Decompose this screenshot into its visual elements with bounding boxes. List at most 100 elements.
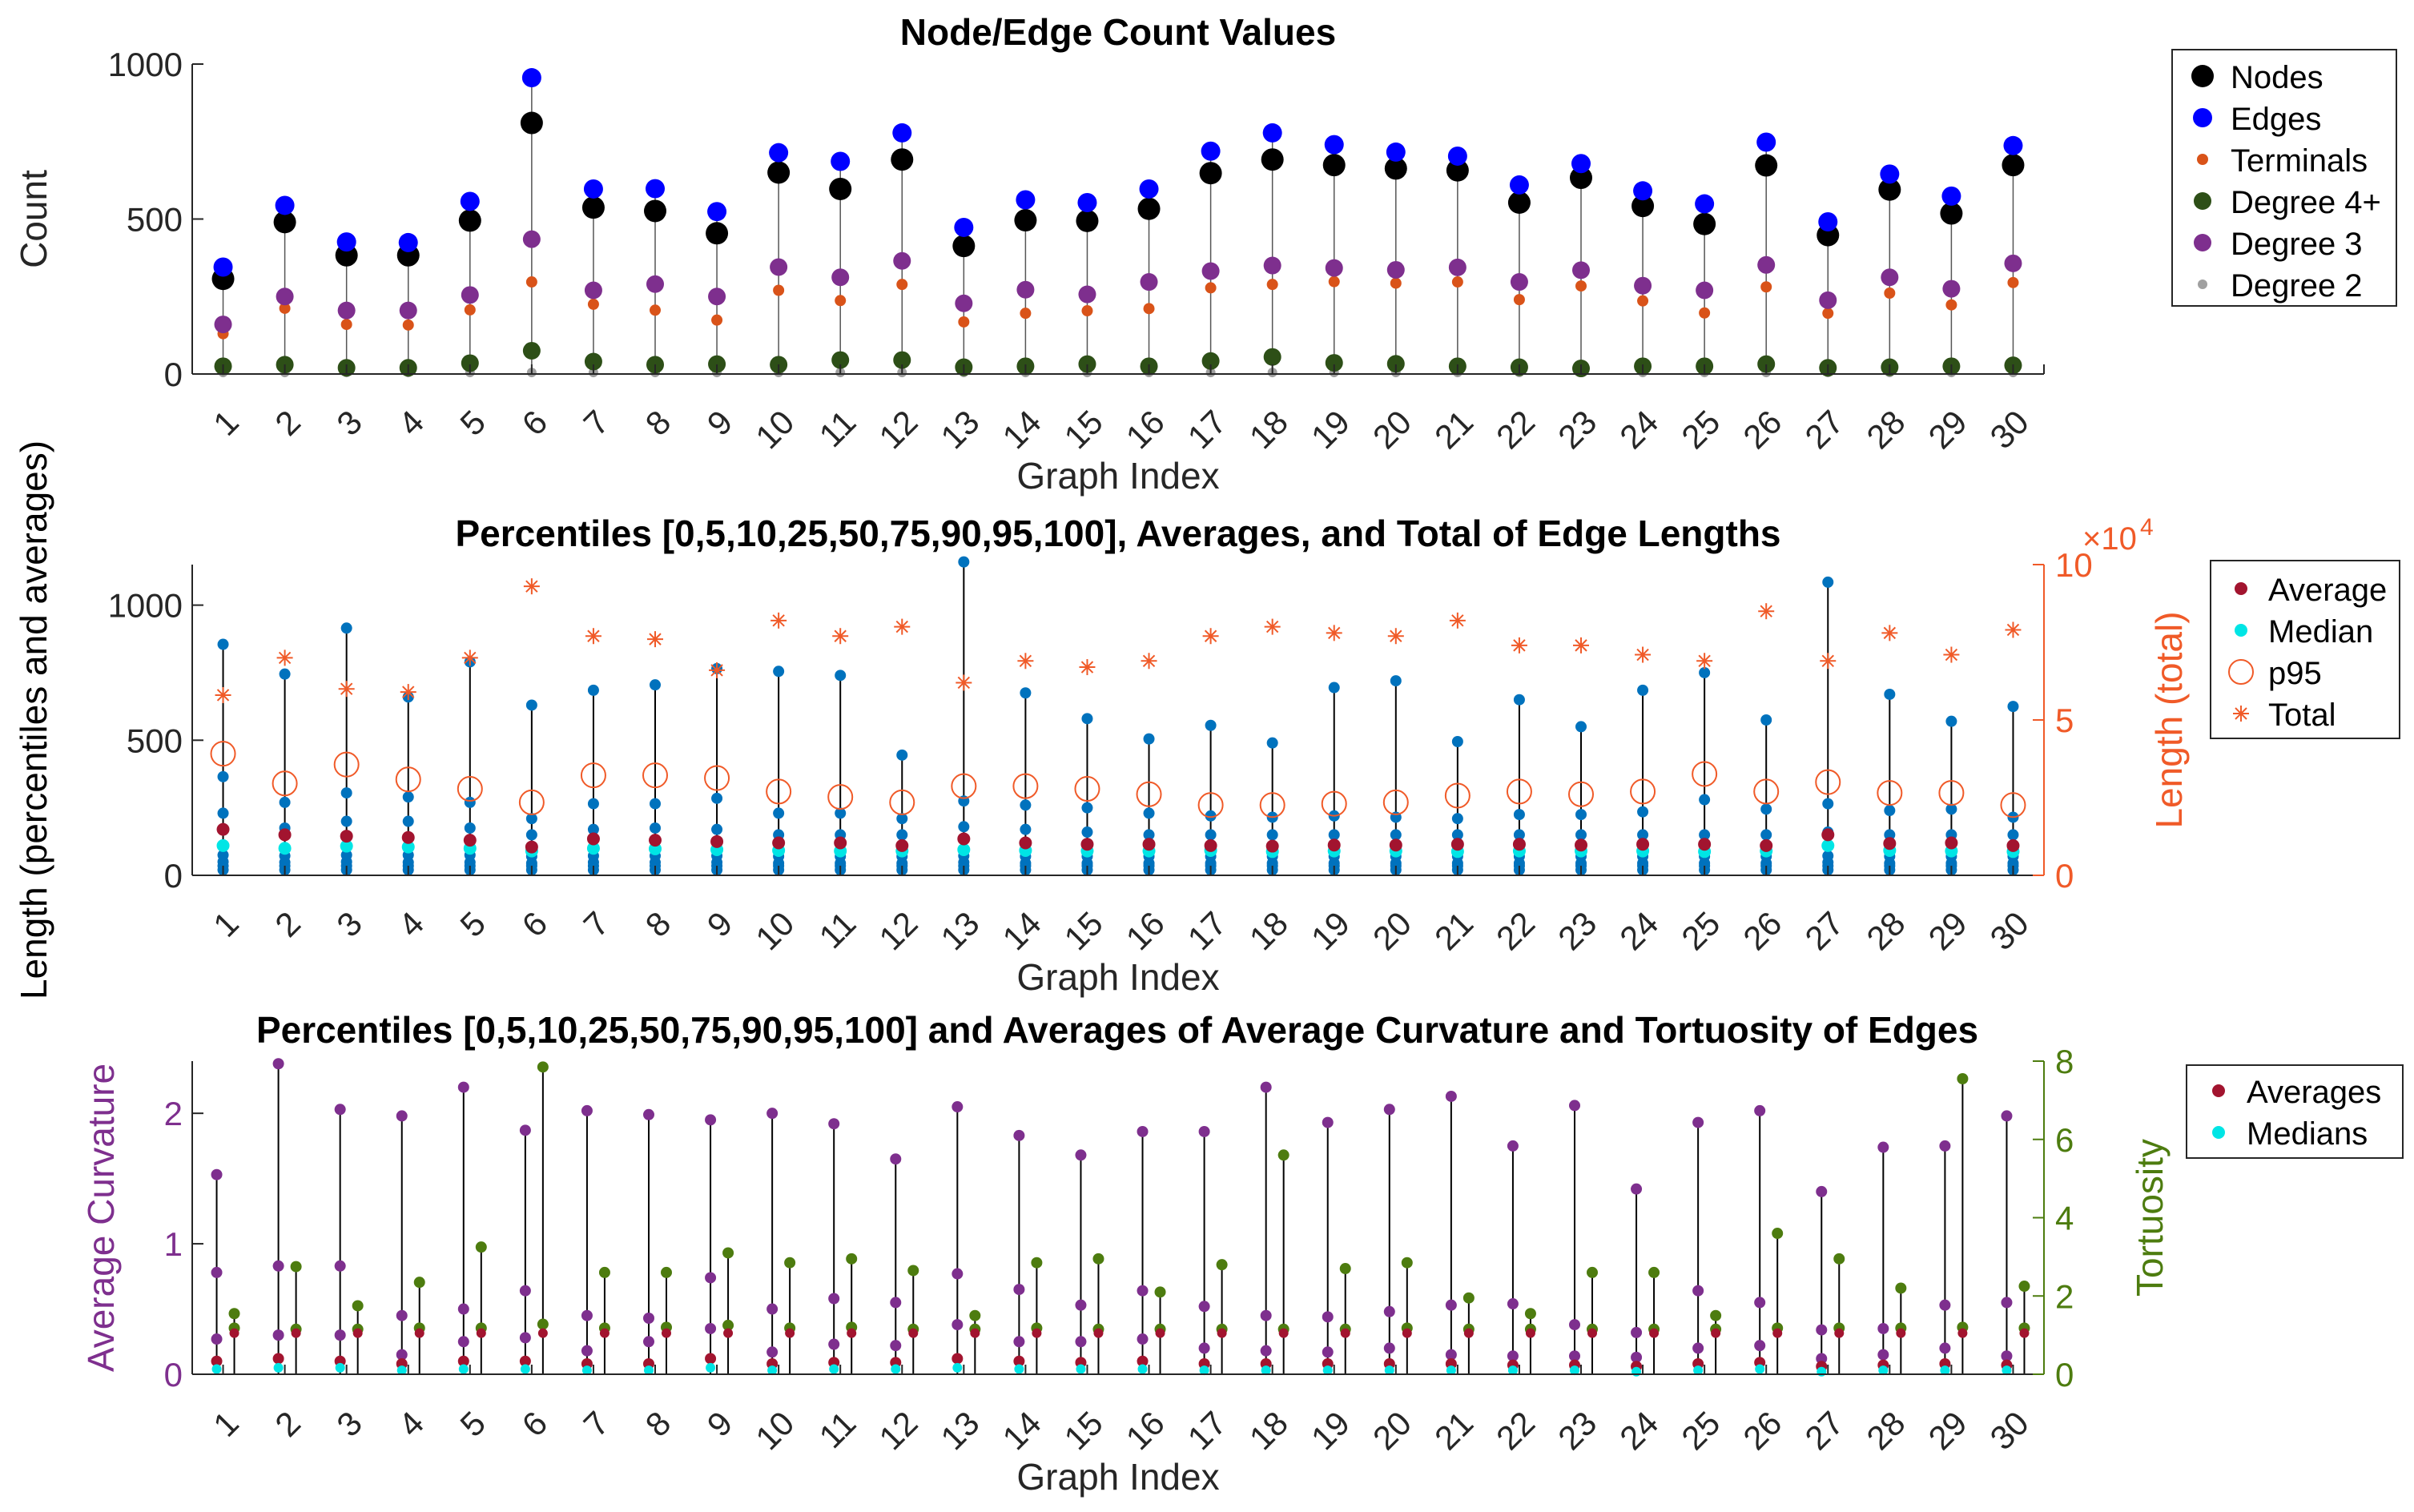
- curvature-p95-point: [952, 1268, 964, 1280]
- x-tick-label: 30: [1983, 904, 2036, 957]
- tortuosity-average-point: [1649, 1328, 1660, 1338]
- nodes-point: [1878, 178, 1901, 201]
- percentile-point: [1081, 826, 1093, 838]
- median-point: [458, 1364, 469, 1374]
- x-tick-label: 2: [268, 1404, 308, 1444]
- edges-point: [336, 232, 356, 252]
- tortuosity-average-point: [1093, 1328, 1104, 1338]
- edges-point: [892, 123, 912, 143]
- average-point: [649, 834, 662, 847]
- tortuosity-max-point: [1092, 1253, 1104, 1265]
- total-marker: [215, 686, 231, 703]
- total-marker: [1449, 612, 1466, 629]
- average-point: [1883, 837, 1897, 850]
- nodes-point: [829, 177, 852, 200]
- curvature-p95-point: [705, 1272, 717, 1284]
- x-tick-label: 9: [700, 1404, 740, 1444]
- x-tick-label: 5: [453, 403, 493, 443]
- tortuosity-p95-point: [537, 1318, 549, 1330]
- percentile-point: [958, 556, 970, 568]
- tortuosity-average-point: [908, 1328, 919, 1338]
- nodes-point: [581, 196, 605, 219]
- percentile-point: [711, 823, 723, 835]
- p95-marker: [1197, 792, 1224, 818]
- degree-3-point: [1078, 285, 1096, 304]
- total-marker: [770, 612, 787, 629]
- total-marker: [1387, 628, 1404, 645]
- median-point: [1507, 1365, 1518, 1376]
- x-tick-label: 9: [700, 403, 740, 443]
- total-marker-stroke: [1513, 639, 1526, 652]
- percentile-point: [1945, 715, 1957, 727]
- degree-3-point: [1448, 258, 1467, 276]
- p95-marker: [1815, 769, 1841, 795]
- degree-3-point: [1942, 279, 1961, 298]
- degree-3-point: [461, 286, 479, 304]
- p95-marker: [210, 741, 236, 767]
- degree-3-point: [770, 258, 788, 276]
- curvature-p90-point: [396, 1349, 408, 1361]
- curvature-max-point: [1507, 1140, 1519, 1152]
- total-marker-stroke: [1760, 605, 1772, 617]
- terminals-point: [711, 314, 723, 326]
- p95-marker: [1136, 781, 1162, 807]
- average-point: [1142, 838, 1156, 851]
- median-point: [1755, 1364, 1765, 1374]
- curvature-max-point: [457, 1081, 469, 1093]
- total-marker-stroke: [1451, 614, 1464, 627]
- p95-marker: [642, 762, 668, 789]
- x-tick-label: 12: [871, 904, 924, 957]
- degree-3-point: [955, 294, 973, 312]
- p95-marker: [951, 773, 977, 799]
- average-point: [952, 1353, 964, 1365]
- x-tick-label: 13: [933, 1404, 986, 1457]
- edges-point: [1509, 175, 1529, 195]
- curvature-p95-point: [1013, 1284, 1025, 1296]
- right-y-axis-label: Length (total): [2148, 611, 2190, 828]
- nodes-point: [520, 111, 543, 135]
- median-point: [1014, 1364, 1024, 1374]
- degree-4--point: [584, 352, 602, 371]
- percentile-point: [1205, 719, 1217, 731]
- percentile-point: [340, 815, 352, 827]
- x-tick-label: 15: [1057, 1404, 1110, 1457]
- degree-3-point: [1386, 260, 1405, 279]
- percentile-point: [1513, 694, 1525, 706]
- degree-3-point: [584, 281, 602, 300]
- average-point: [340, 830, 353, 843]
- terminals-point: [896, 279, 908, 291]
- total-marker-stroke: [1883, 626, 1897, 640]
- percentile-point: [1637, 684, 1649, 696]
- x-tick-label: 28: [1859, 403, 1912, 456]
- x-tick-label: 12: [871, 403, 924, 456]
- degree-4--point: [1263, 348, 1281, 366]
- total-marker-stroke: [649, 633, 662, 645]
- curvature-p95-point: [1939, 1299, 1951, 1311]
- total-marker: [1326, 625, 1342, 641]
- x-tick-label: 30: [1983, 1404, 2036, 1457]
- percentile-point: [587, 684, 599, 696]
- nodes-point: [706, 222, 729, 245]
- tortuosity-average-point: [1217, 1328, 1227, 1338]
- tortuosity-average-point: [723, 1328, 734, 1338]
- right-axis-exponent: ×10: [2082, 521, 2137, 557]
- x-tick-label: 28: [1859, 904, 1912, 957]
- degree-3-point: [337, 301, 356, 320]
- x-tick-label: 4: [391, 904, 431, 944]
- x-tick-label: 1: [206, 1404, 246, 1444]
- tortuosity-max-point: [228, 1308, 240, 1320]
- median-point: [1446, 1365, 1456, 1376]
- curvature-p95-point: [1260, 1309, 1272, 1321]
- x-tick-label: 27: [1797, 904, 1850, 957]
- curvature-p90-point: [1816, 1353, 1828, 1365]
- curvature-p95-point: [1322, 1311, 1334, 1323]
- legend-marker: [2228, 659, 2254, 685]
- total-marker-stroke: [1328, 626, 1341, 640]
- median-point: [1137, 1364, 1148, 1374]
- terminals-point: [1945, 299, 1957, 311]
- edges-point: [1447, 146, 1467, 166]
- x-tick-label: 2: [268, 403, 308, 443]
- x-tick-label: 16: [1119, 904, 1172, 957]
- tortuosity-average-point: [1278, 1328, 1289, 1338]
- nodes-point: [891, 148, 914, 171]
